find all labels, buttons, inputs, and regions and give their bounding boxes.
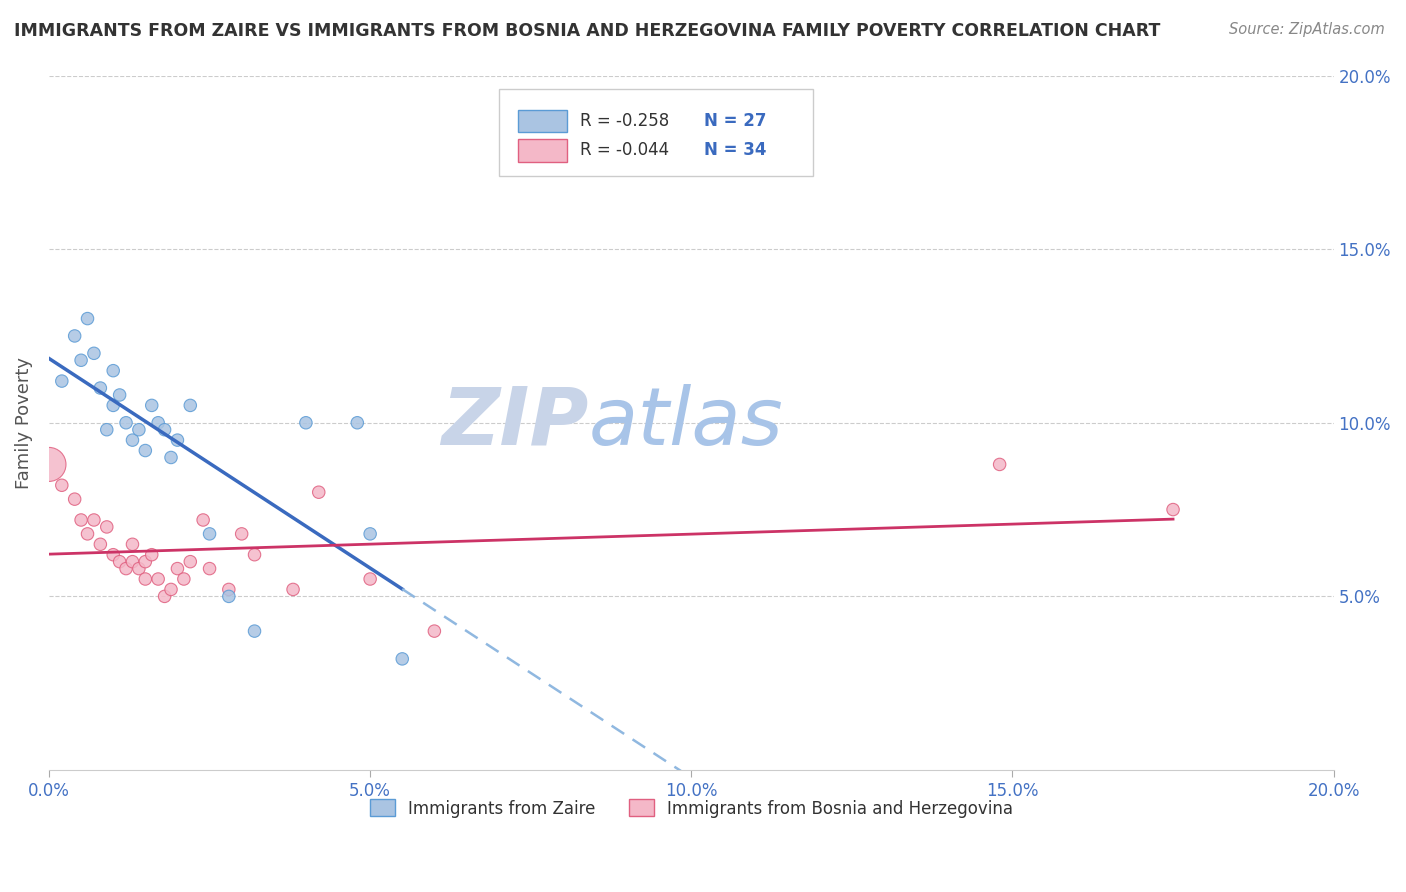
Point (96, 520, 118, 534)
Point (423, 624, 446, 639)
Point (83, 346, 105, 360)
Point (160, 582, 183, 597)
Point (108, 555, 131, 569)
Point (198, 527, 221, 541)
Point (179, 398, 201, 412)
Point (198, 561, 221, 575)
Point (134, 555, 156, 569)
Point (128, 561, 150, 575)
Point (89, 537, 111, 551)
Point (173, 572, 195, 586)
Point (146, 572, 169, 586)
Point (128, 423, 150, 437)
FancyBboxPatch shape (499, 89, 813, 177)
Point (988, 458, 1011, 472)
Point (51, 374, 73, 388)
Point (121, 433, 143, 447)
Point (166, 561, 188, 575)
Text: R = -0.044: R = -0.044 (579, 141, 669, 159)
Point (108, 388, 131, 402)
Text: IMMIGRANTS FROM ZAIRE VS IMMIGRANTS FROM BOSNIA AND HERZEGOVINA FAMILY POVERTY C: IMMIGRANTS FROM ZAIRE VS IMMIGRANTS FROM… (14, 22, 1160, 40)
Point (243, 548, 266, 562)
Point (308, 485, 330, 500)
Point (153, 590, 176, 604)
Point (179, 555, 201, 569)
Point (160, 450, 183, 465)
Point (121, 537, 143, 551)
FancyBboxPatch shape (517, 139, 567, 162)
Point (103, 364, 125, 378)
Point (89, 381, 111, 395)
Text: Source: ZipAtlas.com: Source: ZipAtlas.com (1229, 22, 1385, 37)
Point (70, 513, 93, 527)
Point (191, 513, 214, 527)
Point (96, 423, 118, 437)
Point (346, 416, 368, 430)
Point (134, 443, 156, 458)
Point (359, 572, 381, 586)
Text: N = 34: N = 34 (704, 141, 766, 159)
Point (281, 582, 304, 597)
Point (83, 513, 105, 527)
Text: R = -0.258: R = -0.258 (579, 112, 669, 129)
Point (166, 433, 188, 447)
Point (359, 527, 381, 541)
Point (121, 555, 143, 569)
Text: N = 27: N = 27 (704, 112, 766, 129)
Point (218, 590, 240, 604)
Point (153, 423, 176, 437)
Point (70, 353, 93, 368)
Point (243, 624, 266, 639)
Point (141, 548, 163, 562)
Point (103, 398, 125, 412)
Point (134, 572, 156, 586)
Point (115, 561, 138, 575)
Legend: Immigrants from Zaire, Immigrants from Bosnia and Herzegovina: Immigrants from Zaire, Immigrants from B… (363, 793, 1019, 824)
FancyBboxPatch shape (517, 110, 567, 133)
Text: atlas: atlas (589, 384, 783, 462)
Point (146, 416, 169, 430)
Point (115, 416, 138, 430)
Point (63, 492, 86, 507)
Point (38, 458, 60, 472)
Point (63, 329, 86, 343)
Text: ZIP: ZIP (441, 384, 589, 462)
Point (76, 527, 98, 541)
Point (231, 527, 253, 541)
Point (76, 311, 98, 326)
Point (103, 548, 125, 562)
Point (141, 398, 163, 412)
Point (1161, 502, 1184, 516)
Point (391, 652, 413, 666)
Point (51, 478, 73, 492)
Point (218, 582, 240, 597)
Point (295, 416, 318, 430)
Y-axis label: Family Poverty: Family Poverty (15, 357, 32, 489)
